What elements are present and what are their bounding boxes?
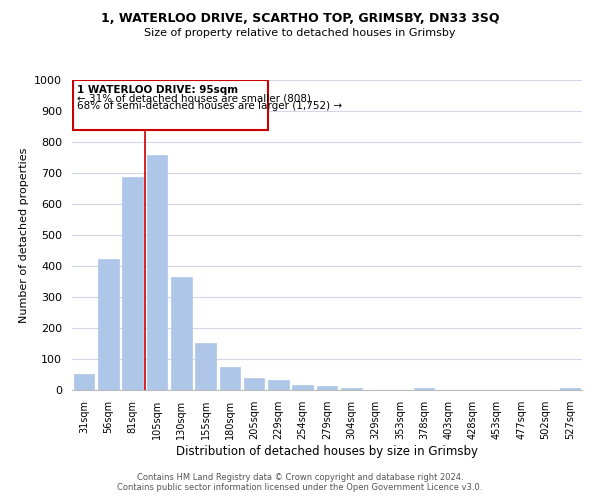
Text: Contains public sector information licensed under the Open Government Licence v3: Contains public sector information licen… xyxy=(118,484,482,492)
Bar xyxy=(268,380,289,390)
Bar xyxy=(560,388,580,390)
Bar xyxy=(414,388,434,390)
Text: ← 31% of detached houses are smaller (808): ← 31% of detached houses are smaller (80… xyxy=(77,93,311,103)
X-axis label: Distribution of detached houses by size in Grimsby: Distribution of detached houses by size … xyxy=(176,445,478,458)
Bar xyxy=(220,367,240,390)
Bar xyxy=(292,384,313,390)
Bar xyxy=(74,374,94,390)
Text: Contains HM Land Registry data © Crown copyright and database right 2024.: Contains HM Land Registry data © Crown c… xyxy=(137,472,463,482)
Text: 68% of semi-detached houses are larger (1,752) →: 68% of semi-detached houses are larger (… xyxy=(77,101,342,111)
FancyBboxPatch shape xyxy=(73,80,268,130)
Bar xyxy=(244,378,265,390)
Text: 1, WATERLOO DRIVE, SCARTHO TOP, GRIMSBY, DN33 3SQ: 1, WATERLOO DRIVE, SCARTHO TOP, GRIMSBY,… xyxy=(101,12,499,26)
Bar xyxy=(341,388,362,390)
Bar xyxy=(317,386,337,390)
Text: Size of property relative to detached houses in Grimsby: Size of property relative to detached ho… xyxy=(144,28,456,38)
Bar xyxy=(171,278,191,390)
Bar xyxy=(195,342,216,390)
Bar xyxy=(98,258,119,390)
Bar xyxy=(146,155,167,390)
Text: 1 WATERLOO DRIVE: 95sqm: 1 WATERLOO DRIVE: 95sqm xyxy=(77,84,238,94)
Bar xyxy=(122,178,143,390)
Y-axis label: Number of detached properties: Number of detached properties xyxy=(19,148,29,322)
